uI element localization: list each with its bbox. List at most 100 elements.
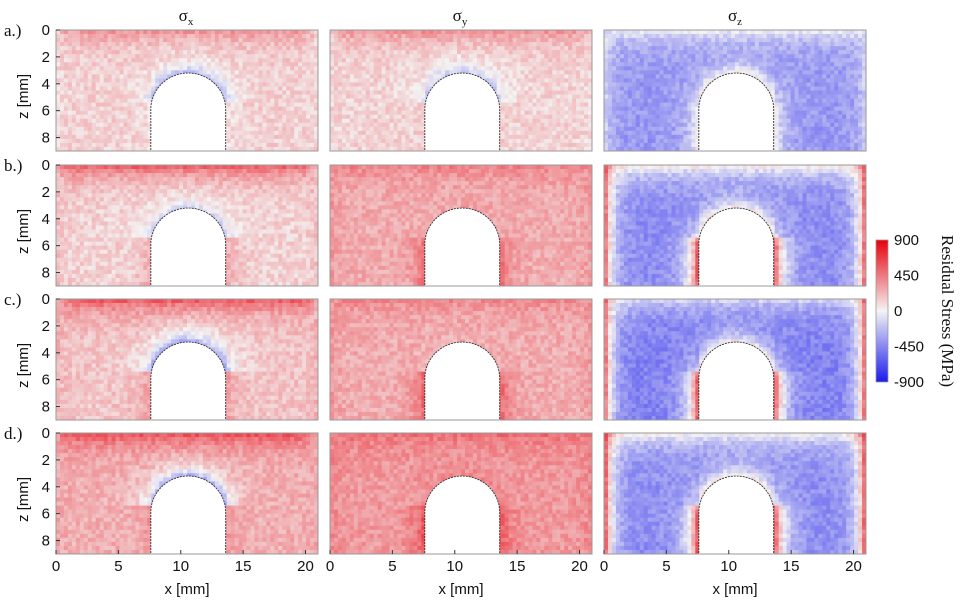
y-tick-label: 0 <box>42 157 50 174</box>
row-label: d.) <box>4 424 22 443</box>
stress-field <box>604 30 866 151</box>
y-tick-label: 0 <box>42 425 50 442</box>
panel-frame <box>55 164 319 287</box>
y-tick-label: 2 <box>42 318 50 335</box>
panel-frame <box>329 164 593 287</box>
y-tick-label: 0 <box>42 22 50 39</box>
y-tick-label: 4 <box>42 211 50 228</box>
x-tick-label: 10 <box>720 558 737 575</box>
y-tick-label: 2 <box>42 452 50 469</box>
y-tick-label: 6 <box>42 238 50 255</box>
stress-field <box>330 165 592 286</box>
cooling-channel-hole <box>424 72 501 151</box>
y-tick-label: 4 <box>42 76 50 93</box>
heatmap-panel-sigma_x-row-3: 0 2 4 6 8 z [mm] c.) <box>4 290 319 421</box>
heatmap-panel-sigma_z-row-2 <box>603 164 867 287</box>
panel-frame <box>55 432 319 555</box>
y-tick-label: 0 <box>42 291 50 308</box>
row-label: c.) <box>4 290 21 309</box>
cooling-channel-hole <box>698 207 775 286</box>
heatmap-panel-sigma_y-row-1 <box>329 29 593 152</box>
cooling-channel-hole <box>150 475 227 554</box>
x-tick-label: 10 <box>446 558 463 575</box>
panel-grid: 0 2 4 6 8 z [mm] a.) 0 2 4 6 8 z [mm] b.) 0 2 4 6 8 z [mm] c… <box>4 21 867 598</box>
colorbar-tick-label: -900 <box>894 374 924 391</box>
y-axis-label: z [mm] <box>15 209 32 254</box>
stress-field <box>56 30 318 151</box>
y-tick-label: 2 <box>42 49 50 66</box>
y-tick-label: 6 <box>42 372 50 389</box>
x-tick-label: 5 <box>662 558 670 575</box>
x-axis-label: x [mm] <box>713 581 758 598</box>
x-tick-label: 15 <box>509 558 526 575</box>
x-tick-label: 15 <box>235 558 252 575</box>
y-tick-label: 6 <box>42 506 50 523</box>
colorbar-label: Residual Stress (MPa) <box>938 235 957 387</box>
x-tick-label: 10 <box>172 558 189 575</box>
stress-field <box>604 299 866 420</box>
y-tick-label: 8 <box>42 533 50 550</box>
panel-frame <box>329 432 593 555</box>
cooling-channel-hole <box>424 341 501 420</box>
heatmap-panel-sigma_y-row-2 <box>329 164 593 287</box>
heatmap-panel-sigma_z-row-3 <box>603 298 867 421</box>
panel-frame <box>603 432 867 555</box>
colorbar-tick-label: 0 <box>894 303 902 320</box>
stress-field <box>604 165 866 286</box>
y-axis-label: z [mm] <box>15 477 32 522</box>
row-label: b.) <box>4 156 22 175</box>
cooling-channel-hole <box>698 72 775 151</box>
x-axis-label: x [mm] <box>165 581 210 598</box>
panel-frame <box>603 29 867 152</box>
x-axis-label: x [mm] <box>439 581 484 598</box>
x-tick-label: 0 <box>52 558 60 575</box>
heatmap-panel-sigma_z-row-1 <box>603 29 867 152</box>
y-tick-label: 4 <box>42 345 50 362</box>
stress-field <box>56 433 318 554</box>
stress-field <box>330 433 592 554</box>
x-tick-label: 20 <box>571 558 588 575</box>
heatmap-panel-sigma_y-row-3 <box>329 298 593 421</box>
x-tick-label: 0 <box>600 558 608 575</box>
y-tick-label: 8 <box>42 399 50 416</box>
stress-field <box>330 30 592 151</box>
heatmap-panel-sigma_x-row-4: 0 2 4 6 8 z [mm] d.) 0 5 10 15 20 x [mm] <box>4 424 319 598</box>
heatmap-panel-sigma_y-row-4: 0 5 10 15 20 x [mm] <box>326 432 593 598</box>
colorbar: 900 450 0 -450 -900 Residual Stress (MPa) <box>875 232 957 391</box>
heatmap-panel-sigma_x-row-1: 0 2 4 6 8 z [mm] a.) <box>4 21 319 152</box>
x-tick-label: 0 <box>326 558 334 575</box>
panel-frame <box>329 298 593 421</box>
panel-frame <box>55 29 319 152</box>
panel-frame <box>603 164 867 287</box>
heatmap-panel-sigma_x-row-2: 0 2 4 6 8 z [mm] b.) <box>4 156 319 287</box>
y-axis-label: z [mm] <box>15 343 32 388</box>
y-tick-label: 8 <box>42 265 50 282</box>
cooling-channel-hole <box>424 475 501 554</box>
column-title-sigma-z: σz <box>728 6 742 28</box>
cooling-channel-hole <box>698 475 775 554</box>
cooling-channel-hole <box>150 341 227 420</box>
row-label: a.) <box>4 21 21 40</box>
heatmap-panel-sigma_z-row-4: 0 5 10 15 20 x [mm] <box>600 432 867 598</box>
stress-field <box>56 165 318 286</box>
y-tick-label: 8 <box>42 130 50 147</box>
y-tick-label: 6 <box>42 103 50 120</box>
stress-field <box>604 433 866 554</box>
x-tick-label: 20 <box>297 558 314 575</box>
panel-frame <box>329 29 593 152</box>
colorbar-tick-label: 450 <box>894 268 919 285</box>
column-title-sigma-x: σx <box>179 6 194 28</box>
cooling-channel-hole <box>424 207 501 286</box>
cooling-channel-hole <box>698 341 775 420</box>
panel-frame <box>55 298 319 421</box>
x-tick-label: 5 <box>388 558 396 575</box>
cooling-channel-hole <box>150 72 227 151</box>
cooling-channel-hole <box>150 207 227 286</box>
y-axis-label: z [mm] <box>15 74 32 119</box>
x-tick-label: 5 <box>114 558 122 575</box>
y-tick-label: 4 <box>42 479 50 496</box>
colorbar-tick-label: -450 <box>894 339 924 356</box>
stress-field <box>330 299 592 420</box>
colorbar-gradient <box>875 239 889 383</box>
